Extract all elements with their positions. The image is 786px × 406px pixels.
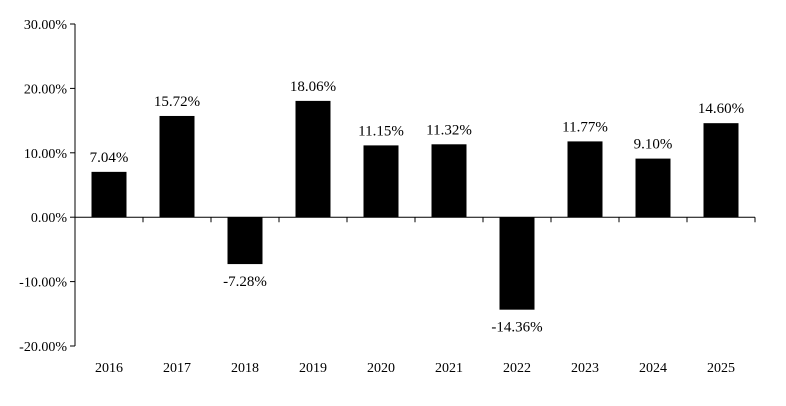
x-tick-label: 2019	[299, 361, 327, 376]
data-label-2019: 18.06%	[290, 79, 336, 95]
x-tick-label: 2020	[367, 361, 395, 376]
bar-2020	[363, 145, 399, 218]
y-tick-label: 0.00%	[31, 211, 68, 226]
x-tick-label: 2021	[435, 361, 463, 376]
bar-2019	[295, 100, 331, 218]
data-labels: 7.04% 15.72% -7.28% 18.06% 11.15% 11.32% -14.3…	[90, 79, 745, 336]
x-tick-label: 2025	[707, 361, 735, 376]
x-tick-label: 2024	[639, 361, 667, 376]
bar-2017	[159, 115, 195, 218]
x-tick-label: 2022	[503, 361, 531, 376]
bar-2025	[703, 123, 739, 218]
x-axis: 2016 2017 2018 2019 2020 2021 2022 2023 2024 2025	[75, 216, 756, 376]
bar-2024	[635, 158, 671, 218]
bars	[91, 100, 739, 310]
bar-2022	[499, 217, 535, 310]
data-label-2016: 7.04%	[90, 150, 129, 166]
data-label-2022: -14.36%	[491, 320, 542, 336]
data-label-2021: 11.32%	[426, 122, 472, 138]
x-tick-label: 2016	[95, 361, 123, 376]
y-tick-label: -10.00%	[19, 276, 67, 291]
data-label-2024: 9.10%	[634, 137, 673, 153]
y-tick-label: -20.00%	[19, 340, 67, 355]
x-tick-label: 2017	[163, 361, 191, 376]
data-label-2023: 11.77%	[562, 119, 608, 135]
bar-2021	[431, 144, 467, 218]
x-tick-label: 2018	[231, 361, 259, 376]
data-label-2018: -7.28%	[223, 274, 267, 290]
data-label-2025: 14.60%	[698, 101, 744, 117]
bar-2023	[567, 141, 603, 218]
x-tick-label: 2023	[571, 361, 599, 376]
bar-2018	[227, 217, 263, 265]
data-label-2017: 15.72%	[154, 94, 200, 110]
bar-2016	[91, 171, 127, 218]
data-label-2020: 11.15%	[358, 123, 404, 139]
y-tick-label: 10.00%	[24, 147, 68, 162]
y-axis: 30.00% 20.00% 10.00% 0.00% -10.00% -20.00%	[19, 18, 76, 355]
y-tick-label: 20.00%	[24, 82, 68, 97]
y-tick-label: 30.00%	[24, 18, 68, 33]
